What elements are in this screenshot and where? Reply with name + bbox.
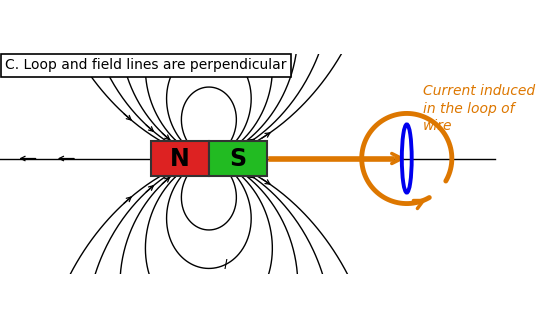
Text: C. Loop and field lines are perpendicular: C. Loop and field lines are perpendicula… [6,58,287,72]
Text: S: S [229,147,246,171]
Text: l: l [224,259,227,272]
Bar [151,141,209,176]
Bar [209,141,267,176]
Text: N: N [170,147,190,171]
Text: Current induced
in the loop of
wire: Current induced in the loop of wire [424,84,535,133]
